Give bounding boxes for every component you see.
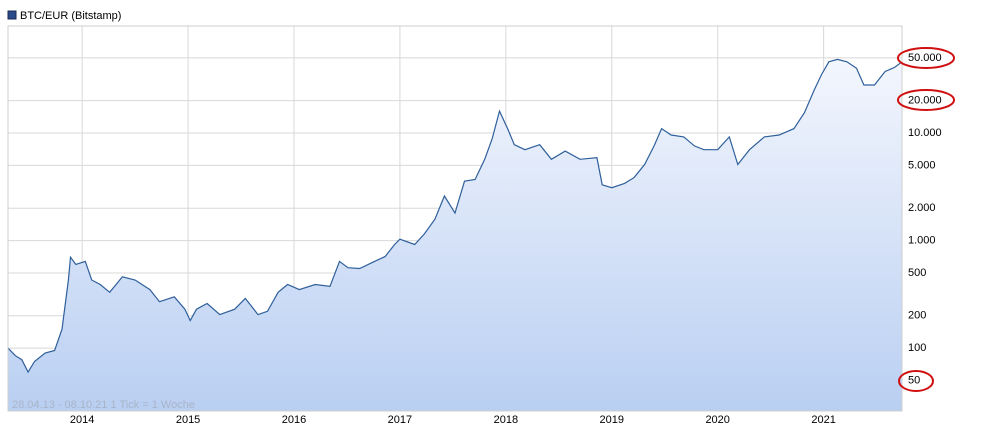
- x-tick-label: 2019: [600, 414, 624, 426]
- annotation: 28.04.13 - 08.10.21 1 Tick = 1 Woche: [12, 399, 195, 411]
- x-tick-label: 2015: [176, 414, 200, 426]
- y-tick-label: 10.000: [908, 127, 942, 139]
- highlight-ellipse: [897, 47, 955, 69]
- legend-label: BTC/EUR (Bitstamp): [20, 10, 121, 22]
- y-tick-label: 1.000: [908, 234, 936, 246]
- y-tick-label: 20.000: [908, 95, 942, 107]
- x-tick-label: 2021: [811, 414, 835, 426]
- x-tick-label: 2014: [70, 414, 94, 426]
- highlight-ellipse: [898, 370, 934, 392]
- y-tick-label: 5.000: [908, 159, 936, 171]
- x-tick-label: 2020: [705, 414, 729, 426]
- area-fill: [8, 59, 902, 412]
- y-tick-label: 2.000: [908, 202, 936, 214]
- y-tick-label: 50.000: [908, 52, 942, 64]
- price-line: [7, 58, 903, 374]
- x-tick-label: 2016: [282, 414, 306, 426]
- x-tick-label: 2018: [494, 414, 518, 426]
- y-tick-label: 100: [908, 342, 926, 354]
- x-tick-label: 2017: [388, 414, 412, 426]
- y-tick-label: 50: [908, 374, 920, 386]
- plot-border: [7, 25, 903, 412]
- legend-swatch: [7, 10, 17, 20]
- y-tick-label: 200: [908, 310, 926, 322]
- y-tick-label: 500: [908, 267, 926, 279]
- highlight-ellipse: [897, 89, 955, 111]
